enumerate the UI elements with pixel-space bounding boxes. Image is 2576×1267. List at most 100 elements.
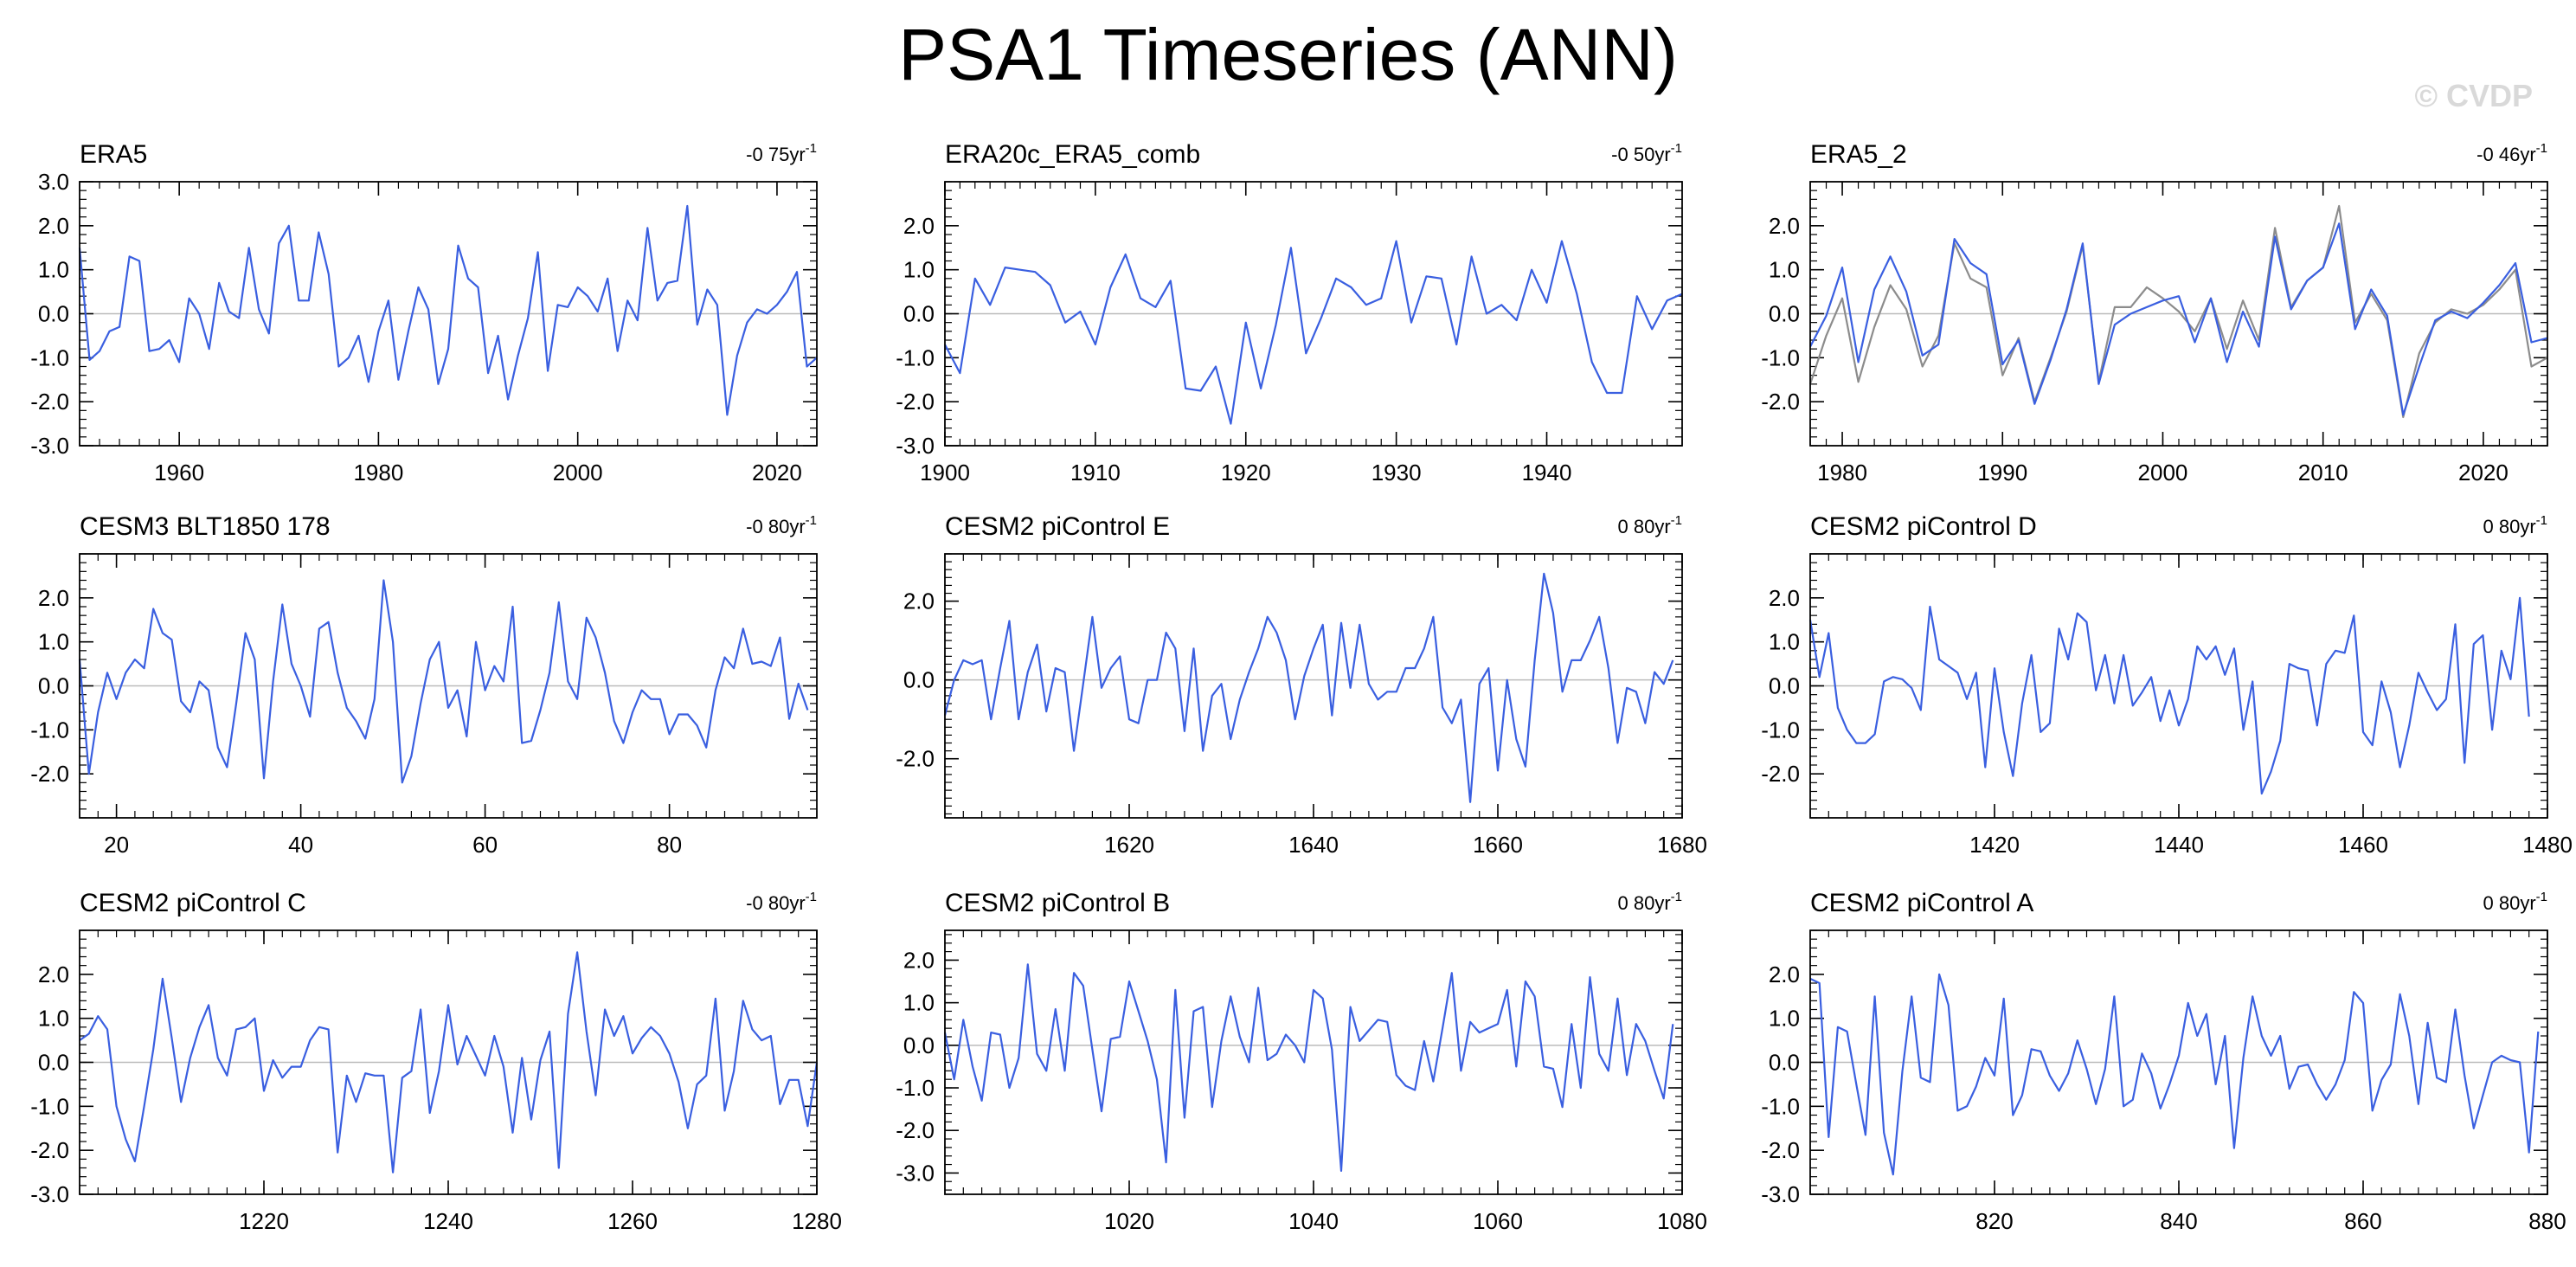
x-tick-label: 1040	[1288, 1208, 1339, 1234]
y-tick-label: 2.0	[903, 947, 935, 973]
x-tick-label: 1620	[1104, 832, 1154, 858]
y-tick-label: -2.0	[896, 1117, 935, 1143]
plot-frame	[944, 181, 1683, 447]
x-tick-label: 1960	[154, 460, 204, 486]
panel-title: ERA5_2	[1810, 140, 1907, 169]
trend-label: -0 46yr-1	[2476, 141, 2547, 165]
chart-panel: -2.0 0.0 2.0 1620 1640 1660 1680 CESM2 piContro…	[896, 512, 1707, 858]
x-tick-label: 1060	[1473, 1208, 1523, 1234]
y-tick-label: 1.0	[38, 629, 69, 655]
x-tick-label: 1980	[1817, 460, 1867, 486]
y-tick-label: -2.0	[896, 389, 935, 415]
y-tick-label: 2.0	[903, 588, 935, 614]
y-tick-label: 0.0	[1769, 301, 1800, 327]
y-tick-label: 1.0	[38, 1006, 69, 1032]
trend-label: -0 80yr-1	[746, 513, 817, 537]
y-tick-label: 2.0	[38, 962, 69, 987]
y-tick-label: -1.0	[30, 717, 69, 743]
chart-panel: -2.0 -1.0 0.0 1.0 2.0 1980 1990 2000 2010 2020 ERA…	[1761, 140, 2548, 486]
x-tick-label: 1440	[2154, 832, 2204, 858]
x-tick-label: 60	[472, 832, 498, 858]
plot-frame	[1809, 181, 2548, 447]
x-tick-label: 1420	[1969, 832, 2020, 858]
x-tick-label: 1640	[1288, 832, 1339, 858]
series-line	[1809, 973, 2540, 1176]
series-line	[78, 204, 818, 416]
x-tick-label: 2020	[2458, 460, 2509, 486]
y-tick-label: -1.0	[30, 344, 69, 370]
y-tick-label: -1.0	[1761, 1093, 1800, 1119]
y-tick-label: 0.0	[1769, 673, 1800, 699]
y-tick-label: 1.0	[1769, 629, 1800, 655]
y-tick-label: -3.0	[30, 1181, 69, 1207]
y-tick-label: -2.0	[1761, 761, 1800, 787]
y-tick-label: 1.0	[1769, 257, 1800, 283]
y-tick-label: 0.0	[1769, 1050, 1800, 1076]
y-tick-label: 0.0	[38, 301, 69, 327]
x-tick-label: 80	[657, 832, 682, 858]
y-tick-label: -2.0	[30, 1137, 69, 1163]
y-tick-label: -1.0	[896, 1075, 935, 1101]
plot-frame	[944, 929, 1683, 1195]
y-tick-label: 0.0	[903, 301, 935, 327]
plot-frame	[79, 929, 818, 1195]
series-line	[1808, 596, 2530, 795]
x-tick-label: 1240	[423, 1208, 473, 1234]
series-line	[79, 951, 819, 1174]
x-tick-label: 840	[2160, 1208, 2197, 1234]
x-tick-label: 1480	[2522, 832, 2573, 858]
panel-title: ERA5	[80, 140, 147, 169]
y-tick-label: 2.0	[38, 213, 69, 239]
y-tick-label: -1.0	[1761, 717, 1800, 743]
y-tick-label: 0.0	[38, 1050, 69, 1076]
trend-label: -0 80yr-1	[746, 890, 817, 914]
y-tick-label: -2.0	[896, 746, 935, 772]
plot-frame	[79, 553, 818, 819]
trend-label: 0 80yr-1	[1618, 890, 1683, 914]
x-tick-label: 1980	[353, 460, 403, 486]
plot-frame	[1809, 553, 2548, 819]
series-line-secondary	[1808, 204, 2548, 419]
y-tick-label: 1.0	[903, 990, 935, 1016]
trend-label: 0 80yr-1	[2483, 890, 2548, 914]
y-tick-label: -2.0	[1761, 389, 1800, 415]
chart-panel: -3.0 -2.0 -1.0 0.0 1.0 2.0 1220 1240 1260 1280 CES…	[30, 889, 842, 1234]
y-tick-label: 2.0	[1769, 585, 1800, 611]
x-tick-label: 1220	[239, 1208, 289, 1234]
panel-title: ERA20c_ERA5_comb	[945, 140, 1200, 169]
y-tick-label: -2.0	[1761, 1137, 1800, 1163]
trend-label: -0 75yr-1	[746, 141, 817, 165]
x-tick-label: 2000	[2138, 460, 2188, 486]
x-tick-label: 20	[104, 832, 129, 858]
x-tick-label: 1990	[1977, 460, 2027, 486]
x-tick-label: 2010	[2298, 460, 2348, 486]
y-tick-label: 2.0	[38, 585, 69, 611]
y-tick-label: 1.0	[1769, 1006, 1800, 1032]
y-tick-label: 2.0	[1769, 213, 1800, 239]
panel-title: CESM2 piControl E	[945, 512, 1170, 541]
x-tick-label: 1920	[1221, 460, 1271, 486]
trend-label: 0 80yr-1	[1618, 513, 1683, 537]
x-tick-label: 1910	[1070, 460, 1121, 486]
page-title: PSA1 Timeseries (ANN)	[898, 14, 1678, 95]
x-tick-label: 40	[288, 832, 313, 858]
x-tick-label: 1080	[1657, 1208, 1707, 1234]
x-tick-label: 1930	[1372, 460, 1422, 486]
chart-panel: -2.0 -1.0 0.0 1.0 2.0 1420 1440 1460 1480 CESM2 p…	[1761, 512, 2573, 858]
y-tick-label: 2.0	[1769, 962, 1800, 987]
chart-panel: -2.0 -1.0 0.0 1.0 2.0 20 40 60 80 CESM3 BLT1850 1…	[30, 512, 818, 858]
trend-label: -0 50yr-1	[1611, 141, 1682, 165]
plot-frame	[79, 181, 818, 447]
watermark: © CVDP	[2414, 78, 2533, 113]
series-line	[944, 240, 1683, 425]
panel-title: CESM2 piControl C	[80, 889, 306, 917]
x-tick-label: 1020	[1104, 1208, 1154, 1234]
plot-frame	[1809, 929, 2548, 1195]
panel-title: CESM2 piControl D	[1810, 512, 2037, 541]
x-tick-label: 1660	[1473, 832, 1523, 858]
plot-frame	[944, 553, 1683, 819]
y-tick-label: 0.0	[903, 1032, 935, 1058]
y-tick-label: -1.0	[1761, 344, 1800, 370]
trend-label: 0 80yr-1	[2483, 513, 2548, 537]
